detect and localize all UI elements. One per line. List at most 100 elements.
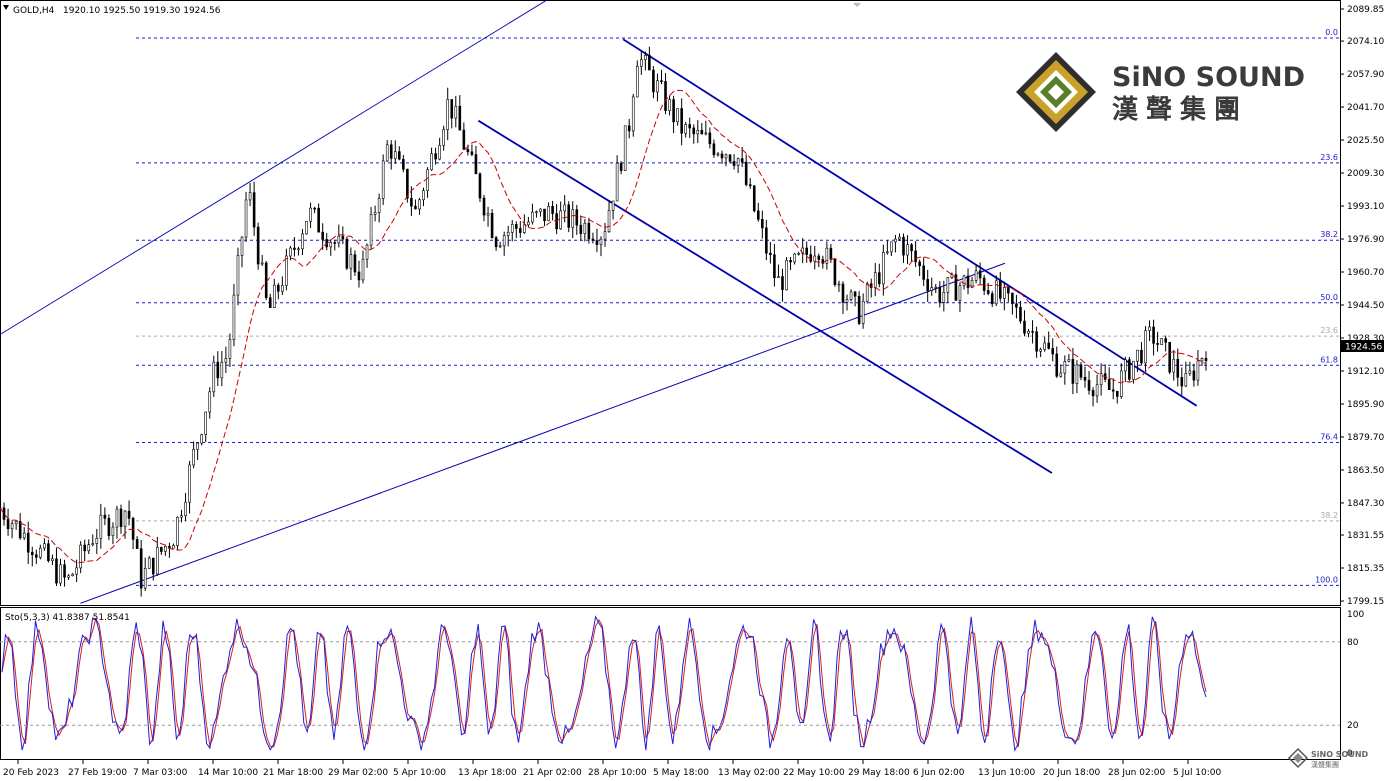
candle-body	[732, 161, 736, 166]
candle-body	[514, 224, 518, 229]
candle-body	[777, 276, 780, 278]
candle-body	[902, 236, 905, 256]
price-tick-label: 1944.50	[1347, 301, 1384, 311]
candle-body	[684, 124, 687, 134]
candle-body	[555, 213, 558, 230]
fib-level-label: 23.6	[1320, 326, 1338, 335]
price-tick-label: 2009.30	[1347, 169, 1384, 179]
candles	[0, 46, 1208, 597]
candle-body	[793, 253, 796, 263]
candle-body	[67, 575, 70, 578]
candle-body	[635, 66, 639, 98]
last-price-label: 1924.56	[1345, 343, 1382, 353]
price-tick-label: 2057.90	[1347, 70, 1384, 80]
candle-body	[353, 254, 357, 273]
candle-body	[502, 235, 506, 247]
candle-body	[1047, 342, 1050, 349]
candle-body	[39, 547, 42, 558]
candle-body	[398, 151, 401, 160]
candle-body	[950, 274, 954, 278]
candle-body	[547, 206, 550, 222]
candle-body	[849, 291, 853, 300]
candle-body	[35, 554, 38, 558]
candle-body	[414, 205, 417, 210]
candle-body	[994, 280, 998, 305]
candle-body	[18, 520, 22, 539]
stochastic-signal-line	[1, 617, 1207, 748]
candle-body	[30, 551, 34, 556]
candle-body	[393, 151, 397, 159]
candle-body	[377, 198, 381, 213]
time-tick-label: 29 Mar 02:00	[328, 768, 388, 778]
time-axis: 20 Feb 2023 27 Feb 19:00 7 Mar 03:00 14 Mar…	[3, 760, 1222, 778]
candle-body	[765, 227, 768, 254]
collapse-triangle-icon[interactable]	[3, 5, 9, 10]
candle-body	[708, 132, 712, 145]
candle-body	[640, 59, 643, 67]
candle-body	[1119, 370, 1123, 397]
candle-body	[47, 543, 50, 562]
candle-body	[841, 283, 845, 303]
candle-body	[1204, 358, 1208, 361]
candle-body	[454, 105, 458, 119]
candle-body	[14, 520, 18, 525]
candle-body	[1095, 384, 1099, 397]
candle-body	[470, 151, 474, 155]
candle-body	[1019, 306, 1022, 322]
candle-body	[510, 224, 514, 233]
time-tick-label: 20 Feb 2023	[3, 768, 59, 778]
candle-body	[652, 69, 655, 93]
stochastic-tick-label: 0	[1347, 749, 1353, 759]
candle-body	[926, 279, 929, 291]
candle-body	[180, 515, 183, 518]
candle-body	[71, 573, 74, 577]
candle-body	[268, 297, 272, 308]
candle-body	[519, 228, 522, 233]
candle-body	[523, 224, 526, 233]
candle-body	[781, 276, 784, 291]
candle-body	[587, 222, 591, 240]
stochastic-header: Sto(5,3,3) 41.8387 51.8541	[5, 613, 130, 623]
time-tick-label: 13 Jun 10:00	[978, 768, 1035, 778]
candle-body	[1007, 287, 1010, 294]
candle-body	[361, 258, 365, 281]
candle-body	[599, 238, 603, 245]
candle-body	[333, 242, 337, 244]
price-tick-label: 1863.50	[1347, 466, 1384, 476]
candle-body	[664, 81, 667, 111]
candle-body	[369, 214, 373, 246]
fib-level-label: 38.2	[1320, 230, 1338, 239]
candle-body	[773, 254, 776, 278]
candle-body	[260, 262, 264, 265]
candle-body	[882, 252, 885, 285]
candle-body	[1063, 361, 1067, 374]
ma-line	[0, 89, 1207, 564]
time-tick-label: 14 Mar 10:00	[198, 768, 258, 778]
candle-body	[466, 148, 470, 153]
candle-body	[894, 238, 897, 243]
candle-body	[914, 250, 917, 263]
candle-body	[1196, 360, 1200, 381]
time-tick-label: 21 Apr 02:00	[523, 768, 582, 778]
candle-body	[1071, 359, 1075, 384]
candle-body	[998, 280, 1002, 299]
candle-body	[224, 358, 228, 363]
candle-body	[264, 262, 268, 298]
candle-body	[1011, 292, 1014, 305]
candle-body	[1160, 338, 1163, 345]
candle-body	[837, 283, 841, 286]
candle-body	[1083, 376, 1087, 381]
candle-body	[430, 153, 433, 171]
candle-body	[676, 108, 679, 123]
price-tick-label: 1928.30	[1347, 334, 1384, 344]
candle-body	[563, 204, 566, 212]
candle-body	[79, 544, 82, 569]
candle-body	[966, 275, 970, 288]
price-tick-label: 2089.85	[1347, 5, 1384, 15]
candle-body	[192, 448, 195, 466]
candle-body	[216, 361, 220, 379]
candle-body	[1079, 364, 1083, 378]
candle-body	[890, 241, 893, 253]
candle-body	[631, 96, 635, 132]
candle-body	[946, 277, 950, 293]
